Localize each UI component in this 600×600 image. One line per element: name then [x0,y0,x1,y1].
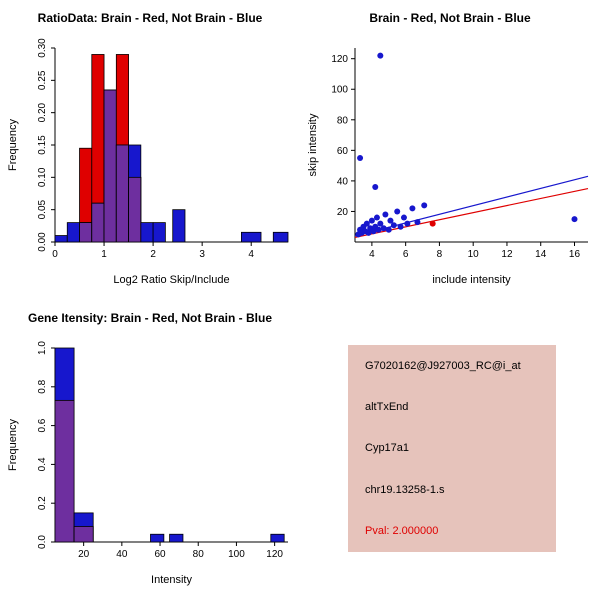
svg-text:120: 120 [331,54,348,65]
svg-text:80: 80 [337,115,349,126]
svg-text:0.05: 0.05 [37,199,48,219]
svg-text:0.15: 0.15 [37,135,48,155]
svg-text:4: 4 [248,249,254,260]
svg-text:0.00: 0.00 [37,232,48,252]
probe-id: G7020162@J927003_RC@i_at [365,359,521,372]
svg-text:0.2: 0.2 [37,496,48,510]
svg-text:3: 3 [199,249,205,260]
scatter-title: Brain - Red, Not Brain - Blue [369,11,531,25]
svg-text:40: 40 [116,549,128,560]
svg-text:60: 60 [337,146,349,157]
svg-text:14: 14 [535,249,547,260]
svg-text:0.30: 0.30 [37,38,48,58]
ratio-histogram-canvas: 0 1 2 3 4 0.00 0.05 0.10 0.15 0.20 0.25 0.30 [37,38,289,260]
info-box: G7020162@J927003_RC@i_at altTxEnd Cyp17a… [348,345,556,552]
svg-text:0.4: 0.4 [37,457,48,471]
gene-y-axis-label: Frequency [7,419,19,471]
svg-text:0.20: 0.20 [37,102,48,122]
splice-event-type: altTxEnd [365,401,409,414]
svg-text:100: 100 [228,549,245,560]
chromosome-location: chr19.13258-1.s [365,483,445,496]
panel-info: G7020162@J927003_RC@i_at altTxEnd Cyp17a… [300,300,600,600]
ratio-x-axis-label: Log2 Ratio Skip/Include [113,274,230,286]
svg-text:80: 80 [193,549,205,560]
svg-text:0.8: 0.8 [37,379,48,393]
svg-text:1: 1 [101,249,107,260]
panel-ratio-histogram: 0 1 2 3 4 0.00 0.05 0.10 0.15 0.20 0.25 0.30 RatioD… [0,0,300,300]
panel-gene-intensity-histogram: 20 40 60 80 100 120 0.0 0.2 0.4 0.6 0.8 1.0 Gene It… [0,300,300,600]
svg-text:12: 12 [501,249,513,260]
svg-text:0.6: 0.6 [37,418,48,432]
svg-text:0: 0 [52,249,58,260]
scatter-y-axis-label: skip intensity [307,113,319,177]
svg-text:16: 16 [569,249,581,260]
gene-name: Cyp17a1 [365,442,410,455]
scatter-x-axis-label: include intensity [432,274,511,286]
svg-text:0.0: 0.0 [37,535,48,549]
svg-text:0.25: 0.25 [37,70,48,90]
svg-text:10: 10 [468,249,480,260]
gene-x-axis-label: Intensity [151,574,192,586]
panel-intensity-scatter: 4 6 8 10 12 14 16 20 40 60 80 100 120 Brain - Red, N… [300,0,600,300]
svg-text:60: 60 [154,549,166,560]
svg-text:0.10: 0.10 [37,167,48,187]
svg-text:2: 2 [150,249,156,260]
svg-text:120: 120 [266,549,283,560]
svg-text:1.0: 1.0 [37,341,48,355]
ratio-y-axis-label: Frequency [7,119,19,171]
svg-text:4: 4 [369,249,375,260]
intensity-scatter-canvas: 4 6 8 10 12 14 16 20 40 60 80 100 120 [331,48,589,260]
gene-histogram-title: Gene Itensity: Brain - Red, Not Brain - … [27,311,273,325]
pval-text: Pval: 2.000000 [365,525,439,538]
svg-text:100: 100 [331,85,348,96]
svg-text:20: 20 [337,207,349,218]
svg-text:8: 8 [437,249,443,260]
gene-histogram-canvas: 20 40 60 80 100 120 0.0 0.2 0.4 0.6 0.8 1.0 [37,341,288,560]
svg-text:6: 6 [403,249,409,260]
svg-text:40: 40 [337,176,349,187]
svg-text:20: 20 [78,549,90,560]
ratio-histogram-title: RatioData: Brain - Red, Not Brain - Blue [37,11,263,25]
